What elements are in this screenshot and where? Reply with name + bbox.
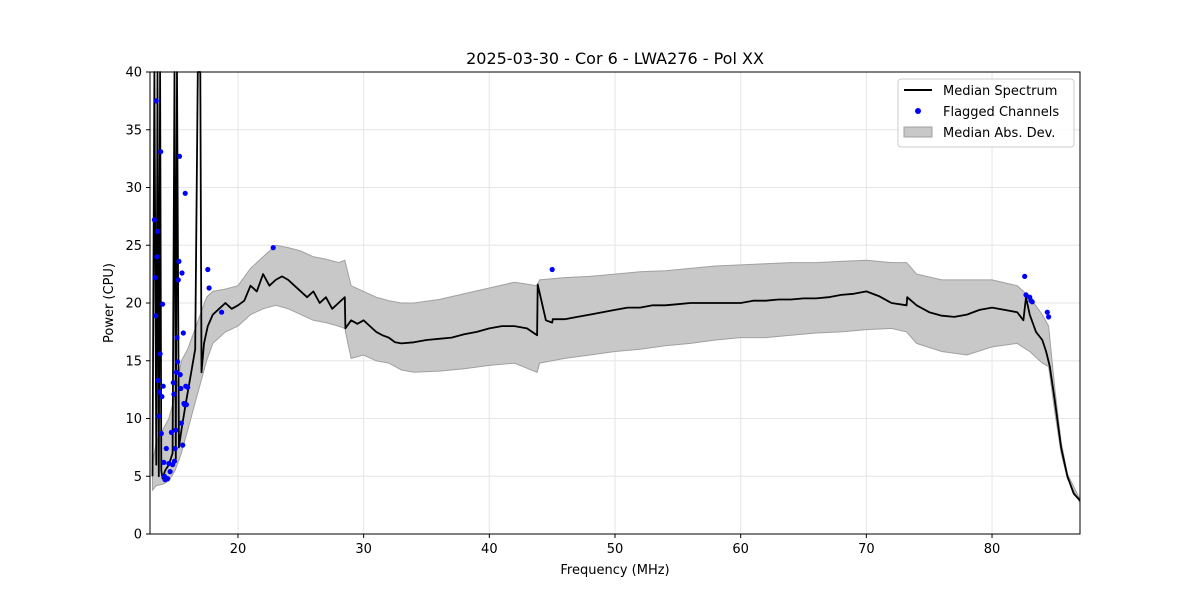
flagged-channel-point [159, 394, 165, 400]
flagged-channel-point [171, 458, 178, 464]
flagged-channel-point [180, 442, 186, 448]
y-tick-label: 35 [125, 123, 142, 138]
flagged-channel-point [175, 277, 181, 283]
flagged-channel-point [161, 459, 167, 465]
flagged-channel-point [176, 258, 182, 264]
legend-swatch-band [903, 126, 933, 138]
y-tick-label: 25 [125, 239, 142, 254]
flagged-channel-point [175, 359, 181, 365]
flagged-channel-point [182, 190, 188, 196]
flagged-channel-point [549, 266, 555, 273]
flagged-channel-point [206, 285, 212, 291]
flagged-channel-point [219, 309, 225, 315]
y-tick-label: 15 [125, 354, 142, 369]
x-tick-label: 20 [230, 542, 247, 557]
flagged-channel-point [179, 270, 185, 276]
x-tick-label: 50 [607, 542, 624, 557]
x-axis-ticks: 20 30 40 50 60 70 80 [230, 534, 1001, 557]
flagged-points-layer [151, 98, 1052, 483]
y-tick-label: 40 [125, 66, 142, 81]
flagged-channel-point [153, 98, 159, 104]
flagged-channel-point [173, 427, 179, 433]
flagged-channel-point [170, 380, 176, 386]
flagged-channel-point [1046, 314, 1052, 320]
flagged-channel-point [178, 385, 184, 392]
flagged-channel-point [1044, 309, 1050, 315]
legend-label-flagged: Flagged Channels [943, 105, 1059, 120]
flagged-channel-point [1029, 299, 1035, 305]
legend-swatch-flagged [915, 108, 921, 114]
chart-title: 2025-03-30 - Cor 6 - LWA276 - Pol XX [466, 49, 764, 68]
legend-label-band: Median Abs. Dev. [943, 126, 1055, 141]
flagged-channel-point [153, 313, 159, 319]
flagged-channel-point [174, 335, 180, 341]
legend-label-median: Median Spectrum [943, 84, 1057, 99]
y-tick-label: 30 [125, 181, 142, 196]
flagged-channel-point [168, 429, 174, 435]
flagged-channel-point [158, 149, 164, 155]
flagged-channel-point [151, 217, 157, 223]
flagged-channel-point [205, 266, 211, 273]
x-tick-label: 70 [858, 542, 875, 557]
flagged-channel-point [157, 351, 163, 357]
flagged-channel-point [180, 330, 186, 336]
x-axis-label: Frequency (MHz) [560, 563, 669, 578]
flagged-channel-point [172, 445, 178, 452]
flagged-channel-point [167, 469, 173, 475]
flagged-channel-point [178, 420, 184, 426]
y-tick-label: 10 [125, 412, 142, 427]
x-tick-label: 60 [732, 542, 749, 557]
flagged-channel-point [154, 254, 160, 260]
flagged-channel-point [270, 245, 276, 251]
y-axis-label: Power (CPU) [102, 263, 117, 343]
flagged-channel-point [160, 301, 166, 307]
legend-frame [897, 78, 1075, 148]
flagged-channel-point [163, 445, 169, 452]
flagged-channel-point [158, 430, 164, 437]
y-tick-label: 5 [134, 470, 142, 485]
y-tick-label: 0 [134, 528, 142, 543]
flagged-channel-point [173, 369, 179, 375]
x-tick-label: 40 [481, 542, 498, 557]
x-tick-label: 80 [984, 542, 1001, 557]
flagged-channel-point [176, 153, 183, 159]
flagged-channel-point [160, 383, 166, 389]
flagged-channel-point [156, 413, 162, 419]
flagged-channel-point [183, 402, 189, 408]
flagged-channel-point [152, 275, 158, 281]
legend: Median Spectrum Flagged Channels Median … [897, 78, 1075, 148]
flagged-channel-point [165, 476, 171, 482]
y-tick-label: 20 [125, 297, 142, 312]
flagged-channel-point [155, 377, 161, 383]
flagged-channel-point [177, 372, 183, 378]
flagged-channel-point [185, 384, 191, 390]
x-tick-label: 30 [355, 542, 372, 557]
flagged-channel-point [156, 389, 162, 395]
y-axis-ticks: 0 5 10 15 20 25 30 35 40 [125, 66, 150, 543]
flagged-channel-point [154, 228, 161, 234]
flagged-channel-point [171, 391, 177, 397]
flagged-channel-point [1022, 273, 1028, 279]
